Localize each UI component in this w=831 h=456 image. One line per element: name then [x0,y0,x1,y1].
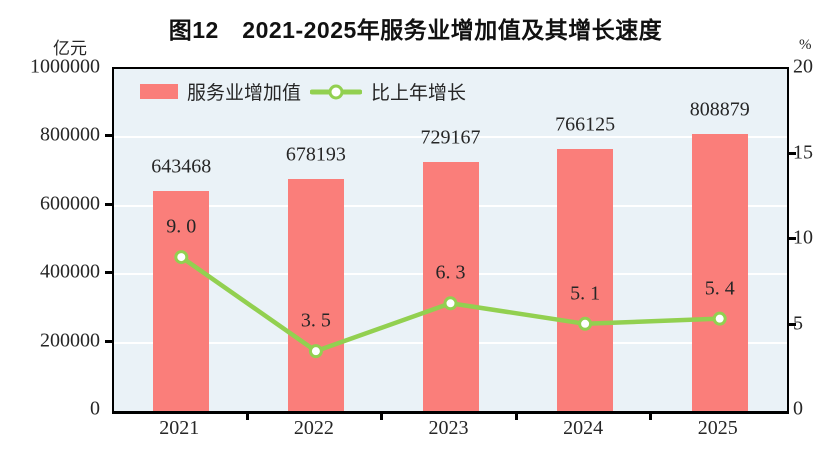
x-axis-label-2023: 2023 [428,417,469,439]
bar-2021 [153,190,210,411]
bar-value-label: 729167 [420,126,481,149]
right-axis-tickmark [787,151,796,155]
x-axis-label-2024: 2024 [563,417,604,439]
x-axis-tickmark [649,412,653,420]
right-axis-tick-label: 20 [793,55,813,78]
growth-line-marker [712,311,727,326]
growth-line-marker [174,250,189,265]
growth-value-label: 6. 3 [435,261,466,284]
bar-2025 [691,134,748,411]
left-axis-tick-label: 600000 [40,192,100,215]
x-axis-label-2022: 2022 [293,417,334,439]
growth-value-label: 5. 1 [570,282,601,305]
growth-line-marker [308,344,323,359]
left-axis-tickmark [105,202,114,206]
legend-bar-label: 服务业增加值 [187,83,302,104]
right-axis-tick-label: 10 [793,226,813,249]
growth-line [174,250,727,359]
left-axis-unit: 亿元 [53,39,87,58]
right-axis-tick-label: 15 [793,141,813,163]
left-axis-tick-label: 800000 [40,123,100,146]
right-axis-tick-label: 0 [793,397,803,420]
x-axis-label-2025: 2025 [697,417,738,439]
left-axis-tick-label: 400000 [40,260,100,283]
right-axis-unit: % [799,37,812,53]
growth-line-marker [443,296,458,311]
plot-area: 服务业增加值 比上年增长 643468 678193 729167 766125 808… [112,67,789,414]
legend: 服务业增加值 比上年增长 [140,78,466,105]
bar-value-label: 643468 [151,155,212,178]
bar-2023 [422,161,479,411]
legend-line-swatch [310,84,363,100]
x-axis-label-2021: 2021 [159,417,200,439]
bar-value-label: 766125 [555,113,616,136]
bar-value-label: 808879 [689,98,750,121]
right-axis-tickmark [787,322,796,326]
growth-value-label: 9. 0 [166,215,197,238]
x-axis-tickmark [514,412,518,420]
legend-bar-swatch [140,84,178,99]
bar-value-label: 678193 [285,143,346,166]
left-axis-tick-label: 1000000 [30,55,100,78]
left-axis-tickmark [105,271,114,275]
bar-2022 [287,179,344,411]
chart-title: 图12 2021-2025年服务业增加值及其增长速度 [168,17,663,43]
legend-line-label: 比上年增长 [371,83,467,104]
left-axis-tickmark [105,134,114,138]
gridline [114,136,787,139]
x-axis-tickmark [245,412,249,420]
growth-value-label: 3. 5 [300,309,331,332]
growth-line-marker [578,316,593,331]
left-axis-tick-label: 0 [90,397,100,420]
left-axis-tick-label: 200000 [40,329,100,352]
left-axis-tickmark [105,339,114,343]
right-axis-tickmark [787,237,796,240]
x-axis-tickmark [380,412,384,420]
bar-2024 [557,148,614,411]
growth-value-label: 5. 4 [704,277,735,300]
right-axis-tick-label: 5 [793,312,803,334]
